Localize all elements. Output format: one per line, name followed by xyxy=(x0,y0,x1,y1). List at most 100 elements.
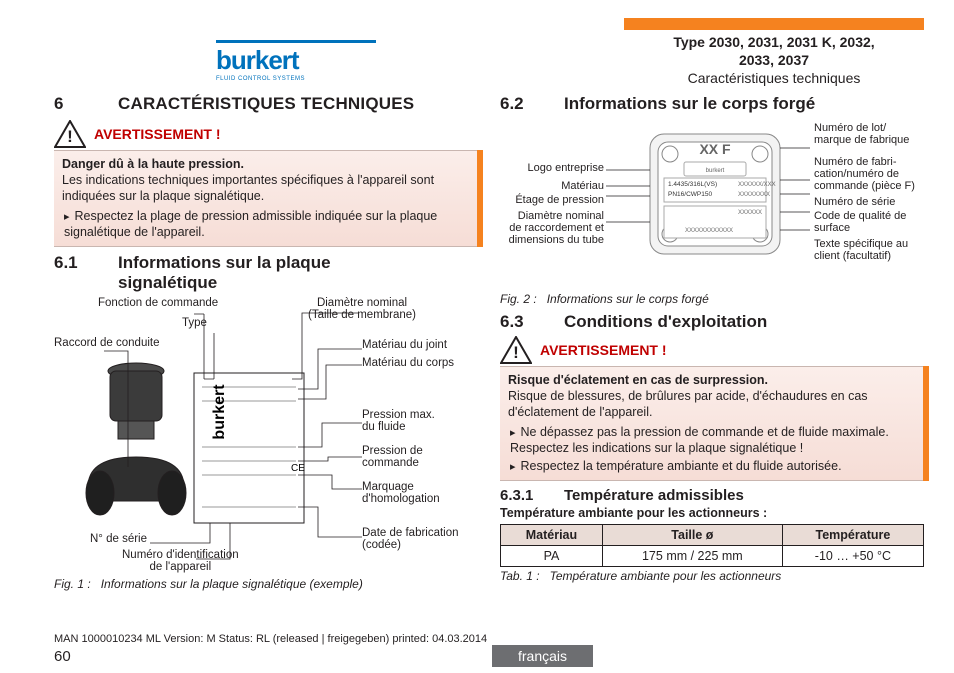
warning2-bullet1: Ne dépassez pas la pression de commande … xyxy=(508,424,915,456)
fig2-materiau: Matériau xyxy=(508,180,604,192)
warning1-bold: Danger dû à la haute pression. xyxy=(62,157,244,171)
svg-text:PN16/CWP150: PN16/CWP150 xyxy=(668,191,712,198)
section-63-title: Conditions d'exploitation xyxy=(564,312,767,332)
section-62-title: Informations sur le corps forgé xyxy=(564,94,815,114)
fig2-numfab-l2: cation/numéro de xyxy=(814,168,899,180)
fig1-date-l2: (codée) xyxy=(362,539,401,551)
svg-text:!: ! xyxy=(67,127,73,146)
section-631-num: 6.3.1 xyxy=(500,487,564,504)
warning1-title: AVERTISSEMENT ! xyxy=(94,126,221,142)
fig2-diam-l2: de raccordement et xyxy=(509,222,604,234)
fig1-type: Type xyxy=(182,317,207,329)
fig1-pcmd-l2: commande xyxy=(362,457,419,469)
fig2-texte-l2: client (facultatif) xyxy=(814,250,891,262)
fig2-texte-l1: Texte spécifique au xyxy=(814,238,908,250)
language-tag: français xyxy=(492,645,593,667)
section-61-title-l1: Informations sur la plaque xyxy=(118,253,331,272)
fig2-codeq-l1: Code de qualité de xyxy=(814,210,906,222)
header-subtitle: Caractéristiques techniques xyxy=(624,70,924,86)
type-line2: 2033, 2037 xyxy=(624,52,924,70)
section-62-heading: 6.2 Informations sur le corps forgé xyxy=(500,94,924,114)
warning1-box: Danger dû à la haute pression. Les indic… xyxy=(54,150,478,247)
footer-line: MAN 1000010234 ML Version: M Status: RL … xyxy=(54,633,487,645)
fig1-caption: Fig. 1 : Informations sur la plaque sign… xyxy=(54,577,478,591)
warning2-bold: Risque d'éclatement en cas de surpressio… xyxy=(508,373,768,387)
svg-text:XXXXXX/XXX: XXXXXX/XXX xyxy=(738,182,776,188)
warning1-text: Les indications techniques importantes s… xyxy=(62,173,434,203)
fig1-date-l1: Date de fabrication xyxy=(362,527,459,539)
fig2-caption-num: Fig. 2 : xyxy=(500,292,537,306)
th-taille: Taille ø xyxy=(602,525,782,546)
warning-icon: ! xyxy=(54,120,86,148)
fig1-dn-l1: Diamètre nominal xyxy=(317,297,407,309)
fig1-mat-joint: Matériau du joint xyxy=(362,339,447,351)
section-61-heading: 6.1 Informations sur la plaque signaléti… xyxy=(54,253,478,293)
header-right: Type 2030, 2031, 2031 K, 2032, 2033, 203… xyxy=(624,18,924,86)
temp-bold-line: Température ambiante pour les actionneur… xyxy=(500,506,924,520)
left-column: 6 CARACTÉRISTIQUES TECHNIQUES ! AVERTISS… xyxy=(54,94,478,591)
th-temperature: Température xyxy=(782,525,923,546)
fig2-numserie: Numéro de série xyxy=(814,196,895,208)
fig2-numlot-l2: marque de fabrique xyxy=(814,134,909,146)
warning-icon: ! xyxy=(500,336,532,364)
fig2-logo-ent: Logo entreprise xyxy=(508,162,604,174)
logo: burkert FLUID CONTROL SYSTEMS xyxy=(216,40,376,82)
fig1-pmax-l1: Pression max. xyxy=(362,409,435,421)
th-materiau: Matériau xyxy=(501,525,603,546)
svg-text:XX F: XX F xyxy=(699,141,731,157)
warning2-head: ! AVERTISSEMENT ! xyxy=(500,336,924,364)
section-61-num: 6.1 xyxy=(54,253,118,293)
fig2-numfab-l3: commande (pièce F) xyxy=(814,180,915,192)
warning1-head: ! AVERTISSEMENT ! xyxy=(54,120,478,148)
section-6-title: CARACTÉRISTIQUES TECHNIQUES xyxy=(118,94,414,114)
fig1-raccord: Raccord de conduite xyxy=(54,337,159,349)
fig2-etage: Étage de pression xyxy=(500,194,604,206)
warning2-text: Risque de blessures, de brûlures par aci… xyxy=(508,389,868,419)
figure-1: burkert CE xyxy=(54,297,478,575)
fig2-diam-l3: dimensions du tube xyxy=(509,234,604,246)
fig1-numid-l1: Numéro d'identification xyxy=(122,549,239,561)
fig2-numfab-l1: Numéro de fabri- xyxy=(814,156,897,168)
fig1-marq-l1: Marquage xyxy=(362,481,414,493)
section-63-heading: 6.3 Conditions d'exploitation xyxy=(500,312,924,332)
type-line1: Type 2030, 2031, 2031 K, 2032, xyxy=(624,34,924,52)
fig2-caption: Fig. 2 : Informations sur le corps forgé xyxy=(500,292,924,306)
section-61-title-l2: signalétique xyxy=(118,273,217,292)
fig1-numid-l2: de l'appareil xyxy=(149,561,211,573)
fig1-dn-l2: (Taille de membrane) xyxy=(308,309,416,321)
svg-text:!: ! xyxy=(513,343,519,362)
warning2-title: AVERTISSEMENT ! xyxy=(540,342,667,358)
section-6-num: 6 xyxy=(54,94,118,114)
td-materiau: PA xyxy=(501,546,603,567)
td-taille: 175 mm / 225 mm xyxy=(602,546,782,567)
svg-text:burkert: burkert xyxy=(706,168,725,174)
figure-2: XX F burkert 1.4435/316L(VS) PN16/CWP150… xyxy=(500,118,924,290)
tab1-caption: Tab. 1 : Température ambiante pour les a… xyxy=(500,569,924,583)
svg-text:CE: CE xyxy=(291,463,305,474)
td-temperature: -10 … +50 °C xyxy=(782,546,923,567)
svg-text:XXXXXXXXXXXX: XXXXXXXXXXXX xyxy=(685,228,733,234)
fig2-codeq-l2: surface xyxy=(814,222,850,234)
fig1-pmax-l2: du fluide xyxy=(362,421,405,433)
warning2-bullet2: Respectez la température ambiante et du … xyxy=(508,458,915,474)
logo-subtext: FLUID CONTROL SYSTEMS xyxy=(216,76,376,82)
section-63-num: 6.3 xyxy=(500,312,564,332)
fig1-nserie: N° de série xyxy=(90,533,147,545)
page-number: 60 xyxy=(54,648,71,665)
section-631-heading: 6.3.1 Température admissibles xyxy=(500,487,924,504)
orange-bar xyxy=(624,18,924,30)
page-header: burkert FLUID CONTROL SYSTEMS Type 2030,… xyxy=(54,18,924,86)
fig1-mat-corps: Matériau du corps xyxy=(362,357,454,369)
tab1-caption-num: Tab. 1 : xyxy=(500,569,540,583)
section-62-num: 6.2 xyxy=(500,94,564,114)
section-631-title: Température admissibles xyxy=(564,487,744,504)
fig1-pcmd-l1: Pression de xyxy=(362,445,423,457)
right-column: 6.2 Informations sur le corps forgé XX F xyxy=(500,94,924,591)
section-6-heading: 6 CARACTÉRISTIQUES TECHNIQUES xyxy=(54,94,478,114)
svg-text:XXXXXX: XXXXXX xyxy=(738,210,762,216)
fig1-caption-num: Fig. 1 : xyxy=(54,577,91,591)
fig1-fonction: Fonction de commande xyxy=(98,297,218,309)
fig2-caption-text: Informations sur le corps forgé xyxy=(547,292,709,306)
temp-table: Matériau Taille ø Température PA 175 mm … xyxy=(500,524,924,567)
svg-text:1.4435/316L(VS): 1.4435/316L(VS) xyxy=(668,181,717,188)
